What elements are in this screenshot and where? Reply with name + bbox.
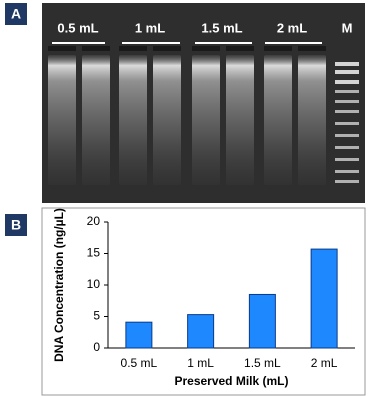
bar	[125, 321, 153, 349]
marker-band	[335, 122, 359, 125]
y-tick-label: 10	[87, 277, 101, 291]
x-axis-title: Preserved Milk (mL)	[174, 374, 288, 388]
lane-label: 2 mL	[277, 20, 307, 35]
well	[192, 46, 220, 51]
x-tick-label: 1 mL	[187, 356, 214, 370]
panel-label-box	[5, 3, 27, 25]
lane-label: M	[342, 20, 353, 35]
x-tick-label: 0.5 mL	[121, 356, 158, 370]
well	[119, 46, 147, 51]
lane-smear	[264, 55, 292, 185]
panel-label: A	[11, 6, 21, 22]
lane-label: 1 mL	[135, 20, 165, 35]
marker-band	[335, 70, 359, 74]
y-tick-label: 15	[87, 246, 101, 260]
lane-smear	[226, 55, 254, 185]
y-tick-label: 5	[93, 309, 100, 323]
marker-band	[335, 100, 359, 103]
marker-band	[335, 110, 359, 113]
well	[153, 46, 181, 51]
well	[82, 46, 110, 51]
bar	[248, 293, 276, 349]
y-axis-title: DNA Concentration (ng/µL)	[52, 208, 66, 362]
lane-smear	[192, 55, 220, 185]
lane-smear	[82, 55, 110, 185]
gel-lanes: 0.5 mL 1 mL 1.5 mL 2 mL M	[48, 20, 359, 185]
marker-band	[335, 158, 359, 161]
marker-band	[335, 80, 359, 84]
marker-band	[335, 90, 359, 93]
y-tick-label: 0	[93, 340, 100, 354]
well	[226, 46, 254, 51]
marker-band	[335, 134, 359, 137]
x-tick-label: 1.5 mL	[244, 356, 281, 370]
x-tick-label: 2 mL	[311, 356, 338, 370]
bar	[310, 248, 338, 349]
bar-chart: 0 5 10 15 20 0.5 mL 1 mL 1.5 mL 2 mL Preserved Mi…	[52, 208, 355, 388]
marker-band	[335, 180, 359, 183]
lane-smear	[153, 55, 181, 185]
panel-label-box	[5, 214, 27, 236]
panel-label: B	[11, 217, 21, 233]
y-tick-label: 20	[87, 214, 101, 228]
marker-band	[335, 146, 359, 149]
lane-smear	[298, 55, 326, 185]
well	[298, 46, 326, 51]
lane-label: 1.5 mL	[201, 20, 242, 35]
lane-smear	[119, 55, 147, 185]
marker-band	[335, 170, 359, 173]
well	[264, 46, 292, 51]
well	[48, 46, 76, 51]
lane-label: 0.5 mL	[57, 20, 98, 35]
marker-band	[335, 62, 359, 66]
bar	[187, 314, 215, 349]
lane-smear	[48, 55, 76, 185]
